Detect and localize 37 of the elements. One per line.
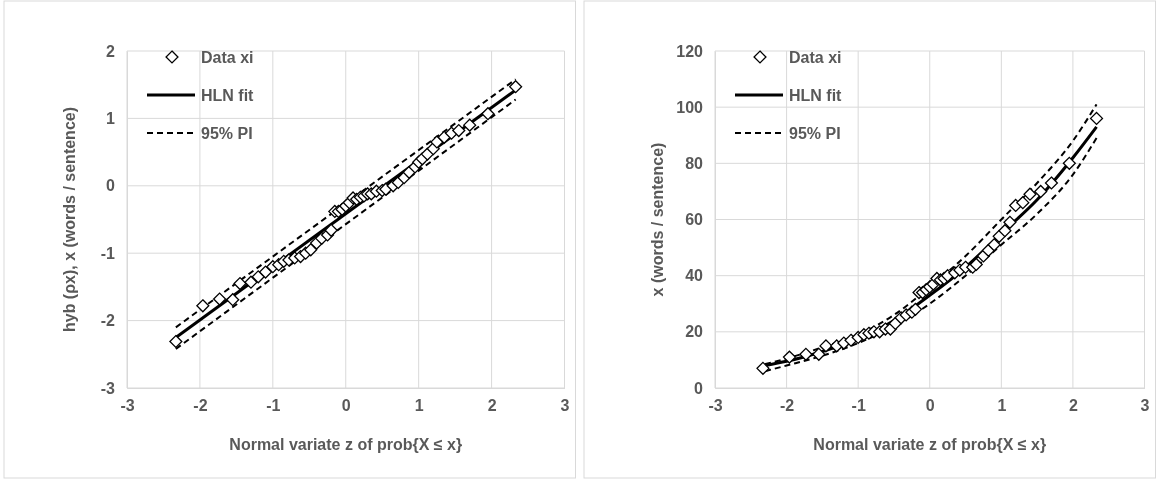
x-tick-label: 0 [341,397,351,415]
y-tick-label: 0 [106,177,116,195]
y-tick-label: -1 [100,244,116,262]
y-axis-title: x (words / sentence) [648,142,666,297]
x-tick-label: 2 [487,397,497,415]
legend-label: Data xi [201,49,254,66]
x-tick-label: 1 [996,397,1006,415]
x-tick-label: -3 [707,397,723,415]
y-tick-label: -3 [100,379,116,397]
y-tick-label: 40 [684,267,703,285]
x-tick-label: -1 [266,397,281,415]
x-axis-title: Normal variate z of prob{X ≤ x} [812,436,1046,453]
y-tick-label: -2 [100,312,116,330]
y-tick-label: 60 [684,211,703,229]
x-tick-label: 1 [414,397,424,415]
x-tick-label: -2 [193,397,208,415]
y-tick-label: 20 [684,323,703,341]
legend-label: HLN fit [788,87,842,104]
x-tick-label: 2 [1068,397,1078,415]
y-tick-label: 1 [106,110,116,128]
x-tick-label: 0 [925,397,935,415]
y-tick-label: 0 [693,379,703,397]
x-axis-title: Normal variate z of prob{X ≤ x} [229,436,463,453]
x-tick-label: 3 [560,397,570,415]
y-tick-label: 2 [106,42,116,60]
legend-label: 95% PI [788,125,841,142]
x-tick-label: -2 [779,397,794,415]
legend-label: Data xi [788,49,841,66]
legend-label: HLN fit [201,87,255,104]
y-tick-label: 100 [675,98,703,116]
x-tick-label: 3 [1140,397,1150,415]
x-tick-label: -1 [851,397,866,415]
y-tick-label: 120 [675,42,703,60]
y-tick-label: 80 [684,154,703,172]
x-tick-label: -3 [120,397,135,415]
y-axis-title: hyb (ρx), x (words / sentence) [61,106,78,333]
legend-label: 95% PI [201,125,253,142]
